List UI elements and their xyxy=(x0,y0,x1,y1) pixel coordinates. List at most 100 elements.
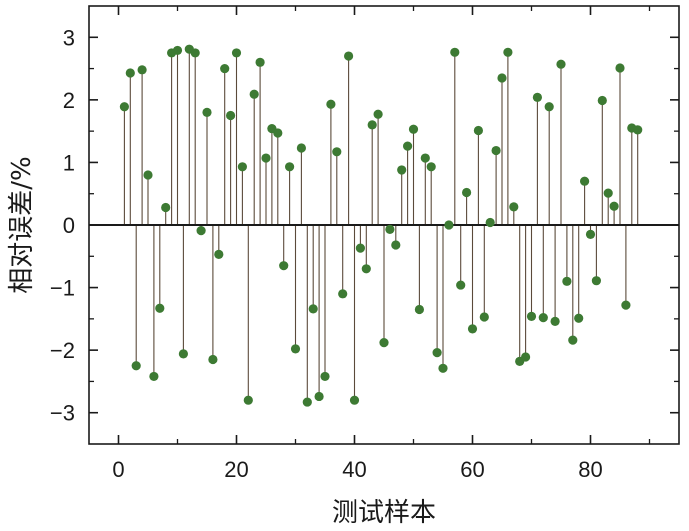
y-tick-label: 0 xyxy=(63,213,75,238)
data-point xyxy=(178,349,188,359)
data-point xyxy=(497,73,507,83)
x-tick-label: 20 xyxy=(224,457,248,482)
x-tick-label: 80 xyxy=(578,457,602,482)
x-tick-label: 60 xyxy=(460,457,484,482)
data-point xyxy=(521,352,531,362)
data-point xyxy=(214,249,224,260)
data-point xyxy=(231,48,242,58)
data-point xyxy=(285,162,295,172)
data-markers xyxy=(119,44,643,407)
data-point xyxy=(526,311,537,321)
stem-lines xyxy=(123,49,639,403)
data-point xyxy=(473,125,483,136)
data-point xyxy=(562,276,572,286)
data-point xyxy=(438,363,448,373)
data-point xyxy=(332,147,342,157)
x-axis-ticks: 0 20 40 60 80 xyxy=(112,6,651,482)
data-point xyxy=(367,120,377,130)
data-point xyxy=(161,202,171,213)
data-point xyxy=(261,153,271,163)
data-point xyxy=(491,145,501,156)
data-point xyxy=(279,261,289,271)
data-point xyxy=(338,289,348,299)
data-point xyxy=(308,304,318,314)
data-point xyxy=(172,45,183,56)
data-point xyxy=(485,217,495,228)
data-point xyxy=(580,176,590,186)
y-tick-label: 2 xyxy=(63,88,75,113)
data-point xyxy=(467,324,478,334)
y-axis-label: 相对误差/% xyxy=(7,156,37,293)
data-point xyxy=(633,125,643,135)
data-point xyxy=(344,51,354,61)
data-point xyxy=(432,348,442,358)
data-point xyxy=(379,338,389,348)
data-point xyxy=(450,47,460,57)
data-point xyxy=(414,304,424,315)
data-point xyxy=(125,68,135,78)
data-point xyxy=(273,128,283,138)
data-point xyxy=(208,354,218,365)
data-point xyxy=(574,313,584,323)
data-point xyxy=(314,391,324,402)
y-tick-label: −1 xyxy=(50,276,75,301)
data-point xyxy=(420,153,430,163)
data-point xyxy=(503,47,513,57)
data-point xyxy=(149,371,159,382)
data-point xyxy=(326,99,336,109)
data-point xyxy=(479,312,489,322)
data-point xyxy=(391,240,401,250)
data-point xyxy=(603,188,613,198)
data-point xyxy=(597,95,607,106)
data-point xyxy=(444,220,454,230)
data-point xyxy=(609,201,619,211)
data-point xyxy=(544,102,554,112)
y-axis-ticks: −3 −2 −1 0 1 2 3 xyxy=(50,25,679,426)
data-point xyxy=(538,313,548,323)
data-point xyxy=(550,316,560,326)
x-tick-label: 40 xyxy=(342,457,366,482)
y-tick-label: −2 xyxy=(50,338,75,363)
data-point xyxy=(615,63,625,73)
data-point xyxy=(532,92,543,102)
data-point xyxy=(355,243,365,253)
data-point xyxy=(296,143,306,153)
data-point xyxy=(290,344,301,354)
data-point xyxy=(591,276,602,286)
data-point xyxy=(349,395,360,405)
data-point xyxy=(408,124,419,134)
data-point xyxy=(249,89,259,99)
y-tick-label: 1 xyxy=(63,150,75,175)
data-point xyxy=(237,162,247,172)
data-point xyxy=(202,107,212,117)
data-point xyxy=(361,264,371,274)
data-point xyxy=(509,202,519,212)
x-axis-label: 测试样本 xyxy=(332,498,436,528)
data-point xyxy=(621,300,631,310)
data-point xyxy=(302,397,312,407)
data-point xyxy=(568,335,578,345)
data-point xyxy=(131,361,141,371)
data-point xyxy=(196,226,206,236)
data-point xyxy=(397,165,407,175)
y-tick-label: −3 xyxy=(50,401,75,426)
data-point xyxy=(585,229,596,239)
data-point xyxy=(456,280,466,290)
data-point xyxy=(137,65,147,75)
data-point xyxy=(403,141,413,151)
y-tick-label: 3 xyxy=(63,25,75,50)
data-point xyxy=(255,57,265,67)
data-point xyxy=(373,109,383,119)
data-point xyxy=(190,48,200,58)
data-point xyxy=(462,187,472,198)
data-point xyxy=(320,371,330,382)
data-point xyxy=(226,110,236,121)
data-point xyxy=(556,59,566,69)
x-tick-label: 0 xyxy=(112,457,124,482)
data-point xyxy=(119,102,129,112)
data-point xyxy=(243,395,253,405)
data-point xyxy=(155,303,165,313)
data-point xyxy=(426,162,436,172)
data-point xyxy=(220,63,230,74)
